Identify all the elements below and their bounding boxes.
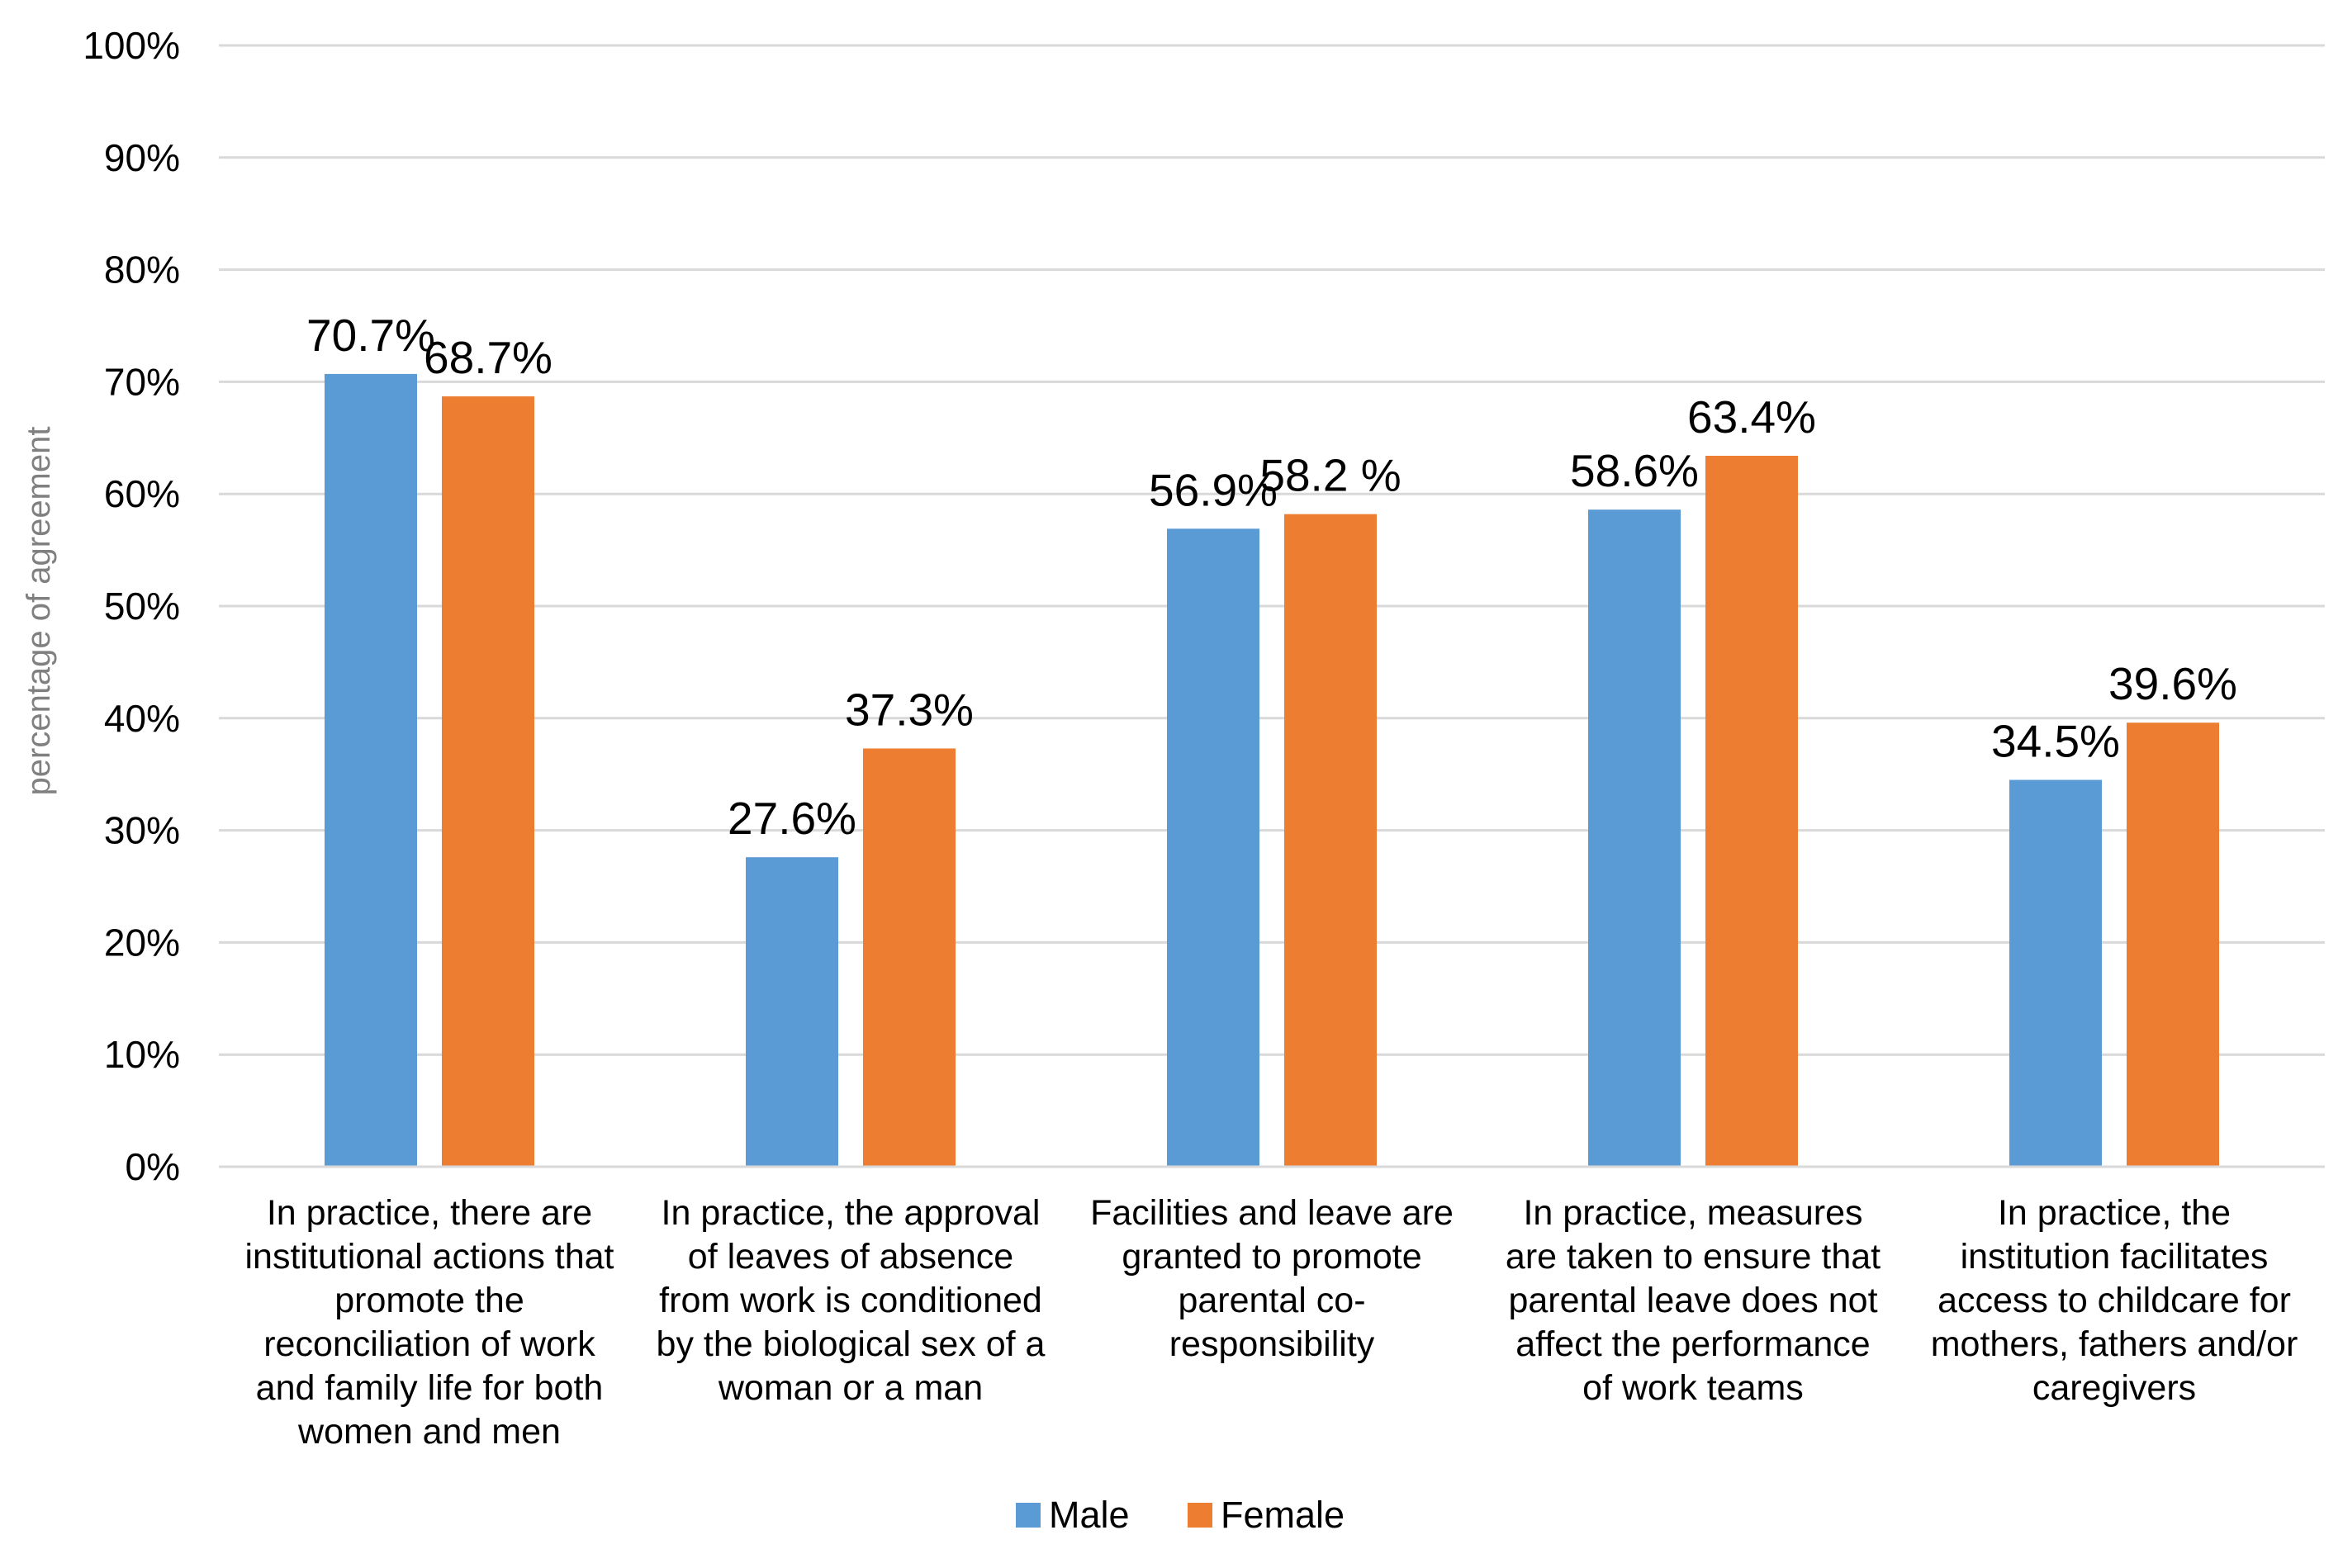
legend-label-male: Male bbox=[1049, 1494, 1130, 1536]
bar-male bbox=[1588, 509, 1681, 1167]
y-tick-label: 60% bbox=[104, 472, 180, 515]
y-tick-label: 70% bbox=[104, 360, 180, 403]
y-tick-label: 90% bbox=[104, 136, 180, 179]
y-tick-label: 10% bbox=[104, 1033, 180, 1076]
category-label: In practice, there are institutional acti… bbox=[245, 1193, 614, 1452]
legend-label-female: Female bbox=[1221, 1494, 1345, 1536]
category-label: In practice, the institution facilitates a… bbox=[1931, 1193, 2298, 1408]
data-label-male: 34.5% bbox=[1991, 715, 2120, 766]
legend: Male Female bbox=[1016, 1494, 1345, 1536]
bars bbox=[325, 373, 2219, 1168]
gridlines bbox=[219, 44, 2325, 1056]
data-label-female: 39.6% bbox=[2108, 658, 2237, 709]
bar-female bbox=[1705, 456, 1798, 1167]
data-label-female: 37.3% bbox=[845, 684, 974, 735]
data-label-female: 68.7% bbox=[424, 332, 553, 383]
bar-male bbox=[325, 373, 417, 1167]
bar-male bbox=[1167, 528, 1259, 1167]
data-labels: 70.7%68.7% 27.6% 37.3% 56.9%58.2 % 58.6%63.4… bbox=[306, 310, 2237, 844]
bar-male bbox=[2009, 779, 2102, 1167]
data-label-female: 58.2 % bbox=[1259, 450, 1401, 501]
data-label-male: 58.6% bbox=[1570, 445, 1699, 496]
bar-female bbox=[2127, 722, 2219, 1167]
data-label-male: 70.7% bbox=[306, 310, 435, 361]
y-tick-label: 30% bbox=[104, 809, 180, 852]
y-tick-label: 0% bbox=[126, 1145, 180, 1188]
legend-swatch-female bbox=[1188, 1503, 1212, 1528]
y-axis-ticks: 0% 10% 20% 30% 40% 50% 60% 70% 80% 90% 100% bbox=[83, 24, 180, 1188]
category-label: Facilities and leave are granted to promo… bbox=[1090, 1193, 1454, 1364]
bar-male bbox=[746, 857, 838, 1167]
y-axis-label: percentage of agreement bbox=[21, 427, 57, 796]
data-label-female: 63.4% bbox=[1687, 391, 1816, 443]
category-label: In practice, the approval of leaves of ab… bbox=[657, 1193, 1046, 1408]
bar-female bbox=[442, 396, 534, 1168]
bar-female bbox=[1284, 514, 1377, 1167]
y-tick-label: 100% bbox=[83, 24, 180, 67]
y-tick-label: 50% bbox=[104, 585, 180, 628]
category-label: In practice, measures are taken to ensure… bbox=[1506, 1193, 1881, 1408]
data-label-male: 27.6% bbox=[728, 793, 856, 844]
category-labels: In practice, there are institutional acti… bbox=[245, 1193, 2298, 1452]
y-tick-label: 40% bbox=[104, 697, 180, 740]
bar-female bbox=[863, 748, 956, 1167]
y-tick-label: 20% bbox=[104, 921, 180, 964]
data-label-male: 56.9% bbox=[1149, 464, 1278, 515]
legend-swatch-male bbox=[1016, 1503, 1041, 1528]
y-tick-label: 80% bbox=[104, 249, 180, 291]
